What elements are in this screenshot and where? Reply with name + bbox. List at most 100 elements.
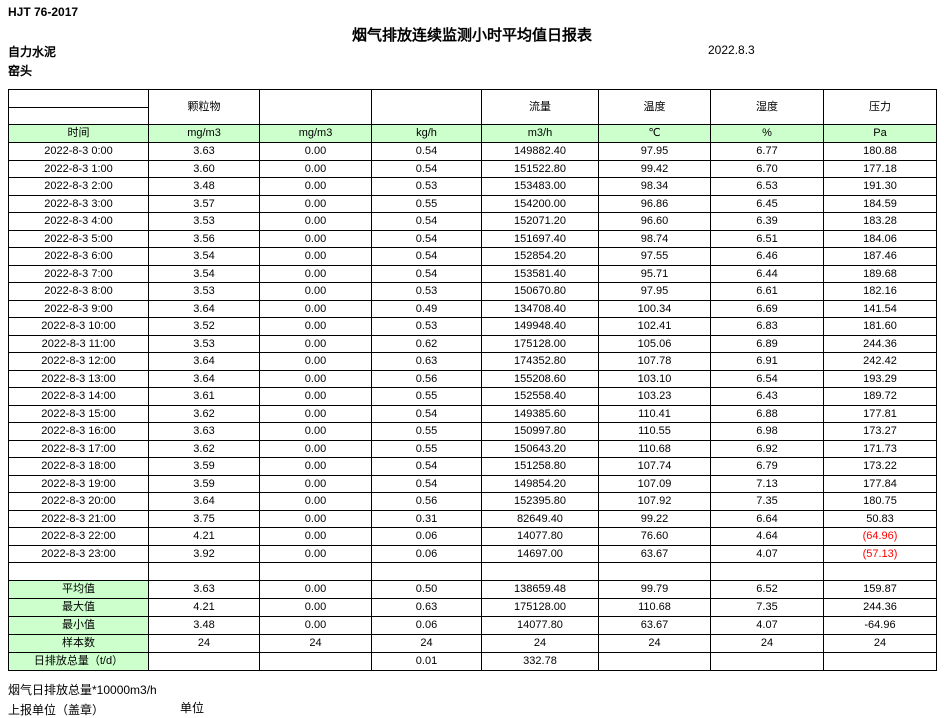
time-cell: 2022-8-3 15:00 xyxy=(8,404,149,423)
station-name: 窑头 xyxy=(8,64,33,78)
summary-value-cell: 24 xyxy=(598,634,711,653)
report-unit-label: 上报单位（盖章） xyxy=(8,703,105,717)
summary-value-cell xyxy=(823,652,937,671)
report-table-body: 颗粒物 流量 温度 湿度 压力 时间 mg/m3 mg/m3 kg/h m3/h ℃% Pa 2022-… xyxy=(8,89,937,671)
table-row: 2022-8-3 15:00 3.62 0.00 0.54 149385.60 110.4… xyxy=(8,404,937,423)
value-cell: 63.67 xyxy=(598,544,711,563)
value-cell: 6.39 xyxy=(710,212,824,231)
value-cell: 149385.60 xyxy=(481,404,599,423)
summary-value-cell: -64.96 xyxy=(823,616,937,635)
value-cell: 0.54 xyxy=(371,212,482,231)
time-cell: 2022-8-3 23:00 xyxy=(8,544,149,563)
value-cell: 0.00 xyxy=(259,282,372,301)
value-cell: 187.46 xyxy=(823,247,937,266)
value-cell: 6.88 xyxy=(710,404,824,423)
value-cell: 153581.40 xyxy=(481,264,599,283)
value-cell: 0.55 xyxy=(371,387,482,406)
table-row: 2022-8-3 12:00 3.64 0.00 0.63 174352.80 107.7… xyxy=(8,352,937,371)
value-cell: 0.54 xyxy=(371,474,482,493)
value-cell: 6.44 xyxy=(710,264,824,283)
value-cell: 0.00 xyxy=(259,317,372,336)
summary-value-cell: 24 xyxy=(481,634,599,653)
page-footer: 烟气日排放总量*10000m3/h 上报单位（盖章） 单位 xyxy=(8,681,944,718)
value-cell: 0.00 xyxy=(259,457,372,476)
value-cell: 0.54 xyxy=(371,264,482,283)
value-cell: 0.00 xyxy=(259,229,372,248)
value-cell: 181.60 xyxy=(823,317,937,336)
value-cell: 6.77 xyxy=(710,142,824,161)
value-cell: 6.64 xyxy=(710,509,824,528)
value-cell: 6.89 xyxy=(710,334,824,353)
value-cell: 180.75 xyxy=(823,492,937,511)
table-row: 2022-8-3 14:00 3.61 0.00 0.55 152558.40 103.2… xyxy=(8,387,937,406)
value-cell: 151522.80 xyxy=(481,159,599,178)
value-cell: 3.64 xyxy=(148,352,260,371)
table-row: 2022-8-3 0:00 3.63 0.00 0.54 149882.40 97.95 6… xyxy=(8,142,937,161)
time-cell: 2022-8-3 0:00 xyxy=(8,142,149,161)
value-cell: 152071.20 xyxy=(481,212,599,231)
value-cell: 0.54 xyxy=(371,247,482,266)
value-cell: 175128.00 xyxy=(481,334,599,353)
blank-cell xyxy=(8,562,149,581)
table-row: 2022-8-3 19:00 3.59 0.00 0.54 149854.20 107.0… xyxy=(8,474,937,493)
value-cell: 183.28 xyxy=(823,212,937,231)
value-cell: 184.59 xyxy=(823,194,937,213)
value-cell: 6.79 xyxy=(710,457,824,476)
value-cell: 3.60 xyxy=(148,159,260,178)
summary-value-cell: 4.21 xyxy=(148,598,260,617)
table-row: 2022-8-3 21:00 3.75 0.00 0.31 82649.40 99.22 6… xyxy=(8,509,937,528)
summary-value-cell: 0.63 xyxy=(371,598,482,617)
table-row: 2022-8-3 4:00 3.53 0.00 0.54 152071.20 96.60 6… xyxy=(8,212,937,231)
value-cell: 14077.80 xyxy=(481,527,599,546)
summary-row: 日排放总量（t/d） 0.01 332.78 xyxy=(8,652,937,671)
value-cell: 97.95 xyxy=(598,282,711,301)
summary-row: 最小值 3.48 0.00 0.06 14077.80 63.67 4.07 -64.96 xyxy=(8,616,937,635)
value-cell: 0.56 xyxy=(371,492,482,511)
time-cell: 2022-8-3 22:00 xyxy=(8,527,149,546)
summary-value-cell xyxy=(148,652,260,671)
value-cell: 3.53 xyxy=(148,212,260,231)
value-cell: 3.54 xyxy=(148,247,260,266)
value-cell: 3.92 xyxy=(148,544,260,563)
value-cell: 152854.20 xyxy=(481,247,599,266)
value-cell: 0.63 xyxy=(371,352,482,371)
unit-cell: m3/h xyxy=(481,124,599,143)
value-cell: 0.54 xyxy=(371,229,482,248)
time-cell: 2022-8-3 1:00 xyxy=(8,159,149,178)
blank-cell xyxy=(259,562,372,581)
value-cell: 177.18 xyxy=(823,159,937,178)
value-cell: 0.55 xyxy=(371,194,482,213)
value-cell: 99.42 xyxy=(598,159,711,178)
time-cell: 2022-8-3 13:00 xyxy=(8,369,149,388)
time-cell: 2022-8-3 16:00 xyxy=(8,422,149,441)
time-cell: 2022-8-3 9:00 xyxy=(8,299,149,318)
summary-value-cell: 0.50 xyxy=(371,580,482,599)
value-cell: 14697.00 xyxy=(481,544,599,563)
summary-value-cell: 14077.80 xyxy=(481,616,599,635)
table-row: 2022-8-3 10:00 3.52 0.00 0.53 149948.40 102.4… xyxy=(8,317,937,336)
value-cell: 6.43 xyxy=(710,387,824,406)
value-cell: 193.29 xyxy=(823,369,937,388)
time-cell: 2022-8-3 10:00 xyxy=(8,317,149,336)
time-cell: 2022-8-3 17:00 xyxy=(8,439,149,458)
value-cell: 242.42 xyxy=(823,352,937,371)
table-row: 2022-8-3 13:00 3.64 0.00 0.56 155208.60 103.1… xyxy=(8,369,937,388)
value-cell: 0.55 xyxy=(371,439,482,458)
value-cell: 95.71 xyxy=(598,264,711,283)
value-cell: 0.00 xyxy=(259,352,372,371)
table-row: 2022-8-3 20:00 3.64 0.00 0.56 152395.80 107.9… xyxy=(8,492,937,511)
summary-label-cell: 最大值 xyxy=(8,598,149,617)
value-cell: 7.13 xyxy=(710,474,824,493)
unit-label: 单位 xyxy=(180,701,205,715)
standard-code: HJT 76-2017 xyxy=(8,5,79,19)
value-cell: 97.95 xyxy=(598,142,711,161)
value-cell: 0.55 xyxy=(371,422,482,441)
value-cell: 3.48 xyxy=(148,177,260,196)
page-header: HJT 76-2017 烟气排放连续监测小时平均值日报表 自力水泥 窑头 202… xyxy=(0,0,944,89)
value-cell: 3.59 xyxy=(148,474,260,493)
value-cell: 244.36 xyxy=(823,334,937,353)
value-cell: 98.34 xyxy=(598,177,711,196)
table-row: 2022-8-3 18:00 3.59 0.00 0.54 151258.80 107.7… xyxy=(8,457,937,476)
value-cell: 177.81 xyxy=(823,404,937,423)
value-cell: 134708.40 xyxy=(481,299,599,318)
